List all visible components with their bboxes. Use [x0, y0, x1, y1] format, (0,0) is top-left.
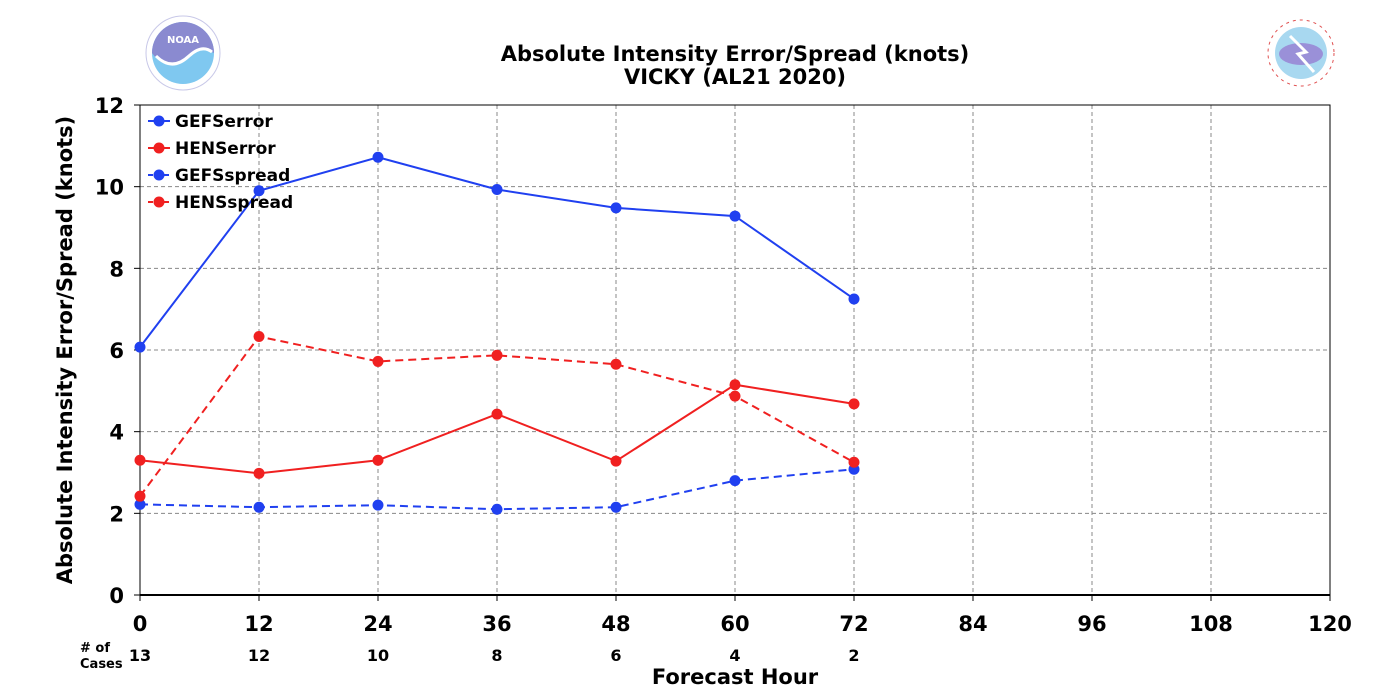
nws-logo-icon	[1265, 17, 1337, 89]
data-point-HENSspread	[372, 355, 384, 367]
data-point-GEFSerror	[372, 151, 384, 163]
y-tick-label: 2	[109, 502, 124, 526]
data-point-GEFSspread	[134, 498, 146, 510]
legend-label: GEFSerror	[175, 112, 273, 132]
data-point-GEFSspread	[253, 501, 265, 513]
legend-label: GEFSspread	[175, 166, 290, 186]
case-count: 12	[248, 646, 270, 665]
data-point-HENSspread	[491, 349, 503, 361]
x-tick-label: 36	[482, 612, 511, 636]
case-count: 13	[129, 646, 151, 665]
x-tick-label: 108	[1189, 612, 1233, 636]
data-point-GEFSspread	[610, 501, 622, 513]
data-point-GEFSerror	[491, 184, 503, 196]
x-axis-label: Forecast Hour	[652, 665, 819, 689]
case-count: 10	[367, 646, 389, 665]
chart-title: Absolute Intensity Error/Spread (knots)	[500, 42, 970, 66]
data-point-GEFSerror	[729, 210, 741, 222]
legend-label: HENSspread	[175, 193, 293, 213]
x-tick-label: 84	[958, 612, 987, 636]
x-tick-label: 120	[1308, 612, 1352, 636]
legend-label: HENSerror	[175, 139, 276, 159]
y-axis-label: Absolute Intensity Error/Spread (knots)	[53, 116, 77, 585]
data-point-GEFSerror	[134, 341, 146, 353]
cases-label: Cases	[80, 657, 123, 672]
data-point-HENSspread	[134, 490, 146, 502]
data-point-GEFSspread	[372, 499, 384, 511]
data-point-HENSerror	[134, 454, 146, 466]
data-point-HENSspread	[848, 456, 860, 468]
noaa-logo-icon: NOAA	[145, 15, 221, 91]
legend-marker	[153, 142, 165, 154]
legend-marker	[153, 115, 165, 127]
cases-label: # of	[80, 641, 110, 656]
data-point-HENSerror	[610, 455, 622, 467]
data-point-HENSerror	[729, 379, 741, 391]
y-tick-label: 6	[109, 339, 124, 363]
chart-subtitle: VICKY (AL21 2020)	[623, 65, 847, 89]
case-count: 6	[610, 646, 621, 665]
case-count: 4	[729, 646, 740, 665]
x-tick-label: 12	[244, 612, 273, 636]
case-count: 8	[491, 646, 502, 665]
data-point-HENSerror	[372, 454, 384, 466]
y-tick-label: 8	[109, 257, 124, 281]
svg-text:NOAA: NOAA	[167, 35, 199, 46]
y-tick-label: 12	[95, 94, 124, 118]
data-point-HENSerror	[253, 467, 265, 479]
data-point-GEFSspread	[729, 475, 741, 487]
y-tick-label: 10	[95, 176, 124, 200]
case-count: 2	[848, 646, 859, 665]
data-point-HENSspread	[610, 358, 622, 370]
legend-marker	[153, 196, 165, 208]
y-tick-label: 4	[109, 421, 124, 445]
data-point-HENSspread	[253, 331, 265, 343]
data-point-GEFSerror	[253, 185, 265, 197]
x-tick-label: 60	[720, 612, 749, 636]
x-tick-label: 96	[1077, 612, 1106, 636]
data-point-GEFSerror	[610, 202, 622, 214]
x-tick-label: 24	[363, 612, 392, 636]
legend-marker	[153, 169, 165, 181]
data-point-GEFSspread	[491, 503, 503, 515]
data-point-HENSspread	[729, 390, 741, 402]
x-tick-label: 72	[839, 612, 868, 636]
x-tick-label: 48	[601, 612, 630, 636]
y-tick-label: 0	[109, 584, 124, 608]
data-point-HENSerror	[848, 398, 860, 410]
x-tick-label: 0	[133, 612, 148, 636]
data-point-GEFSerror	[848, 293, 860, 305]
data-point-HENSerror	[491, 408, 503, 420]
